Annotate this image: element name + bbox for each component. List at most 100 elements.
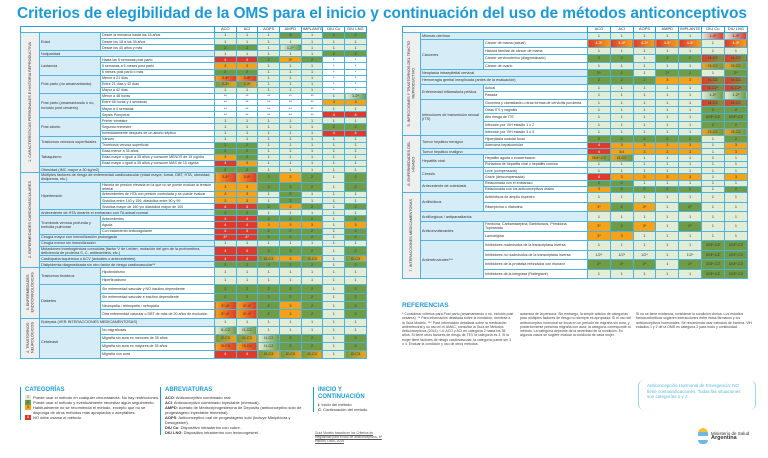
category-cell: 1/2*: [609, 249, 634, 261]
category-cell: 2: [279, 292, 302, 302]
category-cell: 1: [700, 46, 725, 56]
category-cell: 1: [609, 113, 634, 122]
condition-cell: Diabetes: [39, 284, 101, 319]
category-cell: 2: [587, 54, 611, 63]
table-row: Infecciones de transmisión sexual (ITS) G…: [403, 98, 748, 137]
ministry-logo: Ministerio de Salud Argentina: [698, 428, 749, 444]
subcondition-cell: Neuropatía / retinopatía / nefropatía: [100, 300, 215, 311]
category-cell: 1: [300, 275, 324, 286]
category-cell: 1: [322, 300, 346, 311]
table-row: Cáncer de ovario 1 1 1 1 1 I3-C2 I3-C2: [403, 61, 748, 70]
category-cell: I2/3*-C2: [700, 259, 725, 270]
category-cell: I2-C3: [214, 333, 237, 343]
abbreviation-item: DIU Cu: Dispositivo intrauterino con cob…: [165, 425, 310, 430]
category-legend-item: 3 Habitualmente no se recomienda el métod…: [25, 405, 160, 415]
category-cell: I4-C2: [723, 54, 748, 63]
source-link[interactable]: Guía Modelo basada en los Criterios de e…: [315, 431, 382, 443]
category-cell: 2*: [587, 259, 611, 270]
category-cell: 1: [279, 317, 302, 327]
category-cell: 2*: [678, 201, 702, 213]
category-cell: 1: [678, 240, 702, 251]
category-cell: 1: [655, 211, 680, 222]
category-cell: I3-C2: [723, 128, 748, 137]
category-cell: 4-3*: [723, 39, 748, 48]
table-row: 1. CARACTERÍSTICAS PERSONALES E HISTORIA…: [20, 31, 367, 174]
subcondition-cell: Migraña sin aura en mayores de 35 años: [100, 341, 215, 351]
category-cell: 1: [609, 120, 634, 130]
category-cell: 1: [214, 317, 237, 327]
category-cell: 4: [235, 349, 259, 359]
subcondition-cell: Alto riesgo de ITS: [483, 113, 588, 122]
category-cell: I2/3*-C2: [723, 259, 748, 270]
category-cell: 2: [723, 105, 748, 115]
category-cell: 1: [609, 240, 634, 251]
category-cell: 2: [300, 292, 324, 302]
category-cell: 1: [609, 192, 634, 203]
abbreviation-definition: : Anticonceptivo combinado oral.: [173, 395, 232, 400]
category-cell: 1: [344, 325, 367, 335]
category-cell: 1: [587, 91, 611, 100]
category-cell: 1: [322, 292, 346, 302]
category-cell: 1: [655, 230, 680, 242]
category-cell: 2: [587, 76, 611, 85]
condition-cell: Post parto (amamantando o no, incluido p…: [39, 92, 101, 119]
section-label-text: 5. INFECCIONES Y TRASTORNOS DEL TRACTO R…: [407, 40, 416, 127]
category-cell: 1: [235, 275, 259, 286]
category-cell: 3*: [587, 230, 611, 242]
abbreviations-panel: ABREVIATURAS ACO: Anticonceptivo combina…: [160, 387, 310, 435]
header-row: ACO ACI AOPS AMPD IMPLANTE DIU Cu DIU LNG: [20, 26, 367, 33]
condition-cell: Edad: [39, 31, 101, 52]
category-cell: 1: [587, 192, 611, 203]
category-cell: 3*: [587, 201, 611, 213]
category-cell: 1: [678, 46, 702, 56]
category-cell: I3-C2: [700, 128, 725, 137]
category-cell: 4-3*: [655, 39, 680, 48]
category-cell: 2: [279, 181, 302, 192]
category-cell: 1: [235, 317, 259, 327]
page-title: Criterios de elegibilidad de la OMS para…: [17, 5, 747, 22]
category-cell: 1: [723, 220, 748, 232]
category-cell: 1: [344, 267, 367, 277]
category-cell: 1: [655, 105, 680, 115]
abbreviation-item: ACI: Anticonceptivo combinado inyectable…: [165, 400, 310, 405]
category-cell: 1: [587, 211, 611, 222]
category-cell: 2: [344, 284, 367, 294]
section-label-text: 1. CARACTERÍSTICAS PERSONALES E HISTORIA…: [27, 42, 32, 162]
category-cell: 3*: [632, 201, 657, 213]
category-cell: 1: [257, 325, 281, 335]
category-cell: 1: [609, 83, 634, 93]
table-row: Post parto (amamantando o no, incluido p…: [21, 92, 367, 119]
category-cell: 3-4*: [235, 172, 259, 183]
category-cell: 1: [700, 192, 725, 203]
abbreviation-item: DIU LNG: Dispositivo intrauterino con le…: [165, 430, 310, 435]
abbreviation-item: AMPD: Acetato de Medroxiprogesterona de …: [165, 405, 310, 415]
category-cell: I4-C2: [700, 98, 725, 107]
category-cell: 1: [655, 240, 680, 251]
category-cell: I4-C2*: [723, 83, 748, 93]
category-cell: 1: [700, 201, 725, 213]
table-row: Antifúngicos / antiparasitarios 1 1 1 1 1 1 1: [403, 211, 748, 222]
category-cell: 2: [257, 172, 281, 183]
condition-cell: Miomas uterinos: [420, 31, 588, 41]
category-cell: 1: [632, 128, 657, 137]
category-cell: 1/2*: [587, 249, 611, 261]
condition-cell: Enfermedad inflamatoria pélvica: [420, 83, 484, 100]
references-col-1: * Considerar criterios para Post parto (…: [402, 312, 514, 347]
category-cell: 2: [700, 105, 725, 115]
category-cell: 1: [587, 240, 611, 251]
subcondition-cell: Migraña con aura: [100, 349, 215, 359]
category-cell: 1: [300, 317, 324, 327]
category-legend-item: 4 NO debe usarse el método.: [25, 415, 160, 420]
category-cell: 1: [300, 267, 324, 277]
abbreviation-definition: : Anticonceptivo oral de progestágeno so…: [165, 415, 291, 425]
category-cell: 2: [279, 333, 302, 343]
category-cell: 2: [609, 220, 634, 232]
category-cell: 1: [322, 275, 346, 286]
category-cell: 1: [587, 120, 611, 130]
subcondition-cell: Sin enfermedad vascular e insulino depen…: [100, 292, 215, 302]
category-cell: 2: [257, 284, 281, 294]
condition-cell: Tabaquismo: [39, 147, 101, 168]
table-row: Relacionada con los anticonceptivos oral…: [403, 185, 748, 194]
subcondition-cell: Inhibidores de la integrasa (Raltegravir…: [483, 268, 588, 280]
table-row: Mayor a 4 semanas ** ** ** ** ** 1 1: [21, 105, 367, 113]
